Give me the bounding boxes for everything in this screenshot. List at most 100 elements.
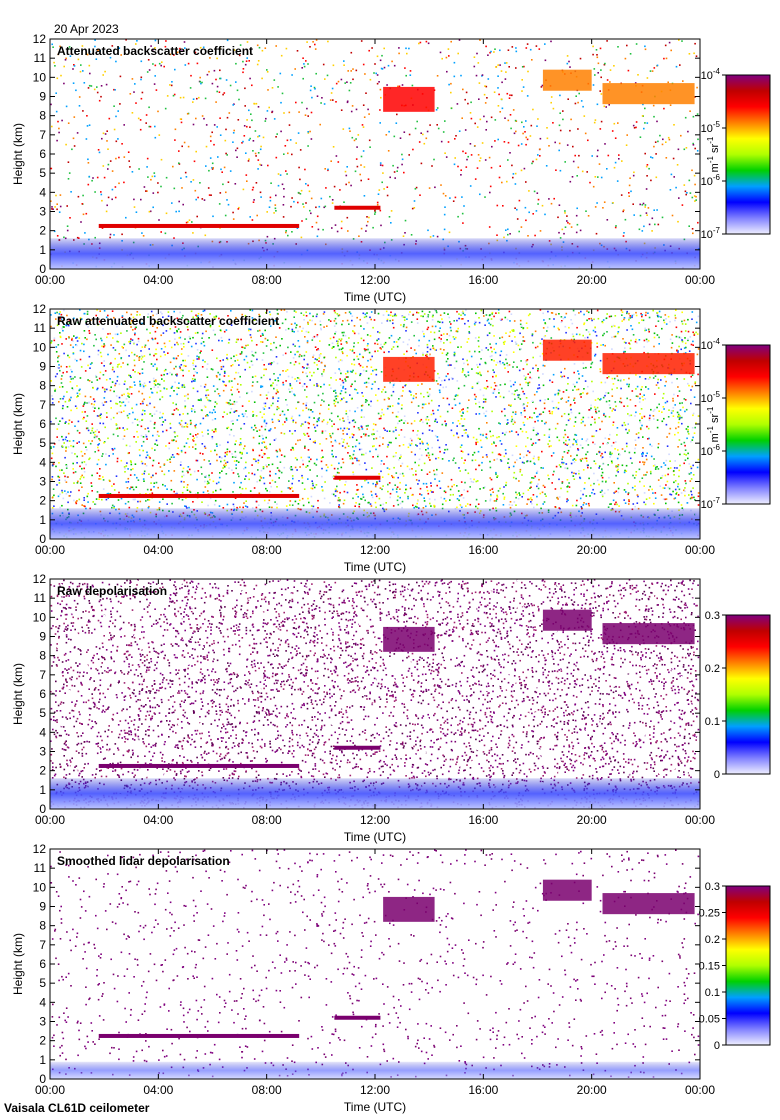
y-tick-label: 4 [39, 185, 46, 199]
y-tick-label: 6 [39, 417, 46, 431]
x-tick-label: 00:00 [35, 273, 65, 287]
low-cloud [98, 1033, 300, 1038]
y-tick-label: 11 [34, 321, 47, 335]
y-tick-label: 2 [39, 1034, 46, 1048]
x-tick-label: 20:00 [577, 543, 607, 557]
high-cloud [542, 609, 592, 631]
y-tick-label: 0 [39, 532, 46, 546]
y-tick-label: 8 [39, 379, 46, 393]
heatmap-field [50, 309, 700, 539]
y-axis-label: Height (km) [11, 393, 25, 455]
boundary-layer [50, 238, 700, 269]
colorbar-tick-label: 10-5 [701, 120, 721, 135]
y-tick-label: 7 [39, 128, 46, 142]
colorbar-tick-label: 10-5 [701, 390, 721, 405]
y-tick-label: 10 [33, 610, 47, 624]
high-cloud [383, 896, 435, 922]
y-tick-label: 10 [33, 880, 47, 894]
y-axis-label: Height (km) [11, 663, 25, 725]
y-tick-label: 4 [39, 995, 46, 1009]
y-tick-label: 7 [39, 938, 46, 952]
colorbar-tick-label: 0.2 [705, 663, 720, 675]
colorbar-unit: m-1 sr-1 [706, 406, 721, 442]
y-tick-label: 11 [34, 861, 47, 875]
high-cloud [383, 86, 435, 112]
plot-area [50, 849, 700, 1079]
high-cloud [383, 626, 435, 652]
high-cloud [602, 623, 695, 645]
y-tick-label: 9 [39, 900, 46, 914]
high-cloud [602, 893, 695, 915]
y-tick-label: 10 [33, 70, 47, 84]
y-tick-label: 6 [39, 687, 46, 701]
panel-title: Raw attenuated backscatter coefficient [57, 314, 279, 328]
x-tick-label: 16:00 [468, 273, 498, 287]
colorbar-4: 0 0.05 0.1 0.15 0.2 0.25 0.3 [699, 881, 771, 1052]
x-tick-label: 20:00 [577, 273, 607, 287]
low-cloud [334, 1015, 381, 1020]
y-tick-label: 8 [39, 649, 46, 663]
x-tick-label: 16:00 [468, 1083, 498, 1097]
x-tick-label: 00:00 [35, 543, 65, 557]
colorbar-gradient [725, 344, 771, 505]
y-tick-label: 12 [33, 32, 47, 46]
y-tick-label: 2 [39, 764, 46, 778]
panel-title: Attenuated backscatter coefficient [57, 44, 253, 58]
y-tick-label: 6 [39, 147, 46, 161]
colorbar-3: 0 0.1 0.2 0.3 [705, 610, 771, 781]
instrument-label: Vaisala CL61D ceilometer [4, 1101, 150, 1115]
boundary-layer [50, 508, 700, 539]
low-cloud [334, 475, 381, 480]
high-cloud [602, 353, 695, 375]
colorbar-tick-label: 0.05 [699, 1014, 720, 1026]
y-tick-label: 3 [39, 475, 46, 489]
x-tick-label: 20:00 [577, 813, 607, 827]
plot-area [50, 39, 700, 269]
colorbar-tick-label: 10-7 [701, 226, 721, 241]
y-tick-label: 11 [34, 51, 47, 65]
y-tick-label: 2 [39, 224, 46, 238]
colorbar-tick-label: 0 [714, 769, 720, 781]
x-tick-label: 04:00 [143, 273, 173, 287]
colorbar-unit: m-1 sr-1 [706, 136, 721, 172]
y-tick-label: 8 [39, 919, 46, 933]
y-tick-label: 3 [39, 745, 46, 759]
colorbar-tick-label: 0.3 [705, 610, 720, 622]
y-tick-label: 0 [39, 802, 46, 816]
colorbar-gradient [725, 885, 771, 1046]
low-cloud [98, 493, 300, 498]
x-axis-label: Time (UTC) [344, 560, 406, 574]
colorbar-1: 10-7 10-6 10-5 10-4 m-1 sr-1 [701, 67, 771, 241]
y-tick-label: 3 [39, 1015, 46, 1029]
x-tick-label: 00:00 [35, 813, 65, 827]
y-tick-label: 9 [39, 630, 46, 644]
x-tick-label: 12:00 [360, 1083, 390, 1097]
y-tick-label: 0 [39, 262, 46, 276]
y-tick-label: 4 [39, 725, 46, 739]
high-cloud [542, 339, 592, 361]
y-tick-label: 5 [39, 166, 46, 180]
colorbar-tick-label: 0.1 [705, 716, 720, 728]
high-cloud [542, 879, 592, 901]
low-cloud [334, 745, 381, 750]
colorbar-tick-label: 0.2 [705, 934, 720, 946]
y-tick-label: 1 [39, 1053, 46, 1067]
y-tick-label: 7 [39, 398, 46, 412]
y-tick-label: 10 [33, 340, 47, 354]
colorbar-tick-label: 0.1 [705, 987, 720, 999]
x-tick-label: 00:00 [685, 1083, 715, 1097]
y-tick-label: 5 [39, 706, 46, 720]
heatmap-field [50, 579, 700, 809]
y-tick-label: 5 [39, 976, 46, 990]
y-tick-label: 8 [39, 109, 46, 123]
y-tick-label: 4 [39, 455, 46, 469]
y-tick-label: 0 [39, 1072, 46, 1086]
boundary-layer [50, 778, 700, 809]
x-tick-label: 00:00 [685, 273, 715, 287]
y-tick-label: 12 [33, 572, 47, 586]
y-tick-label: 3 [39, 205, 46, 219]
